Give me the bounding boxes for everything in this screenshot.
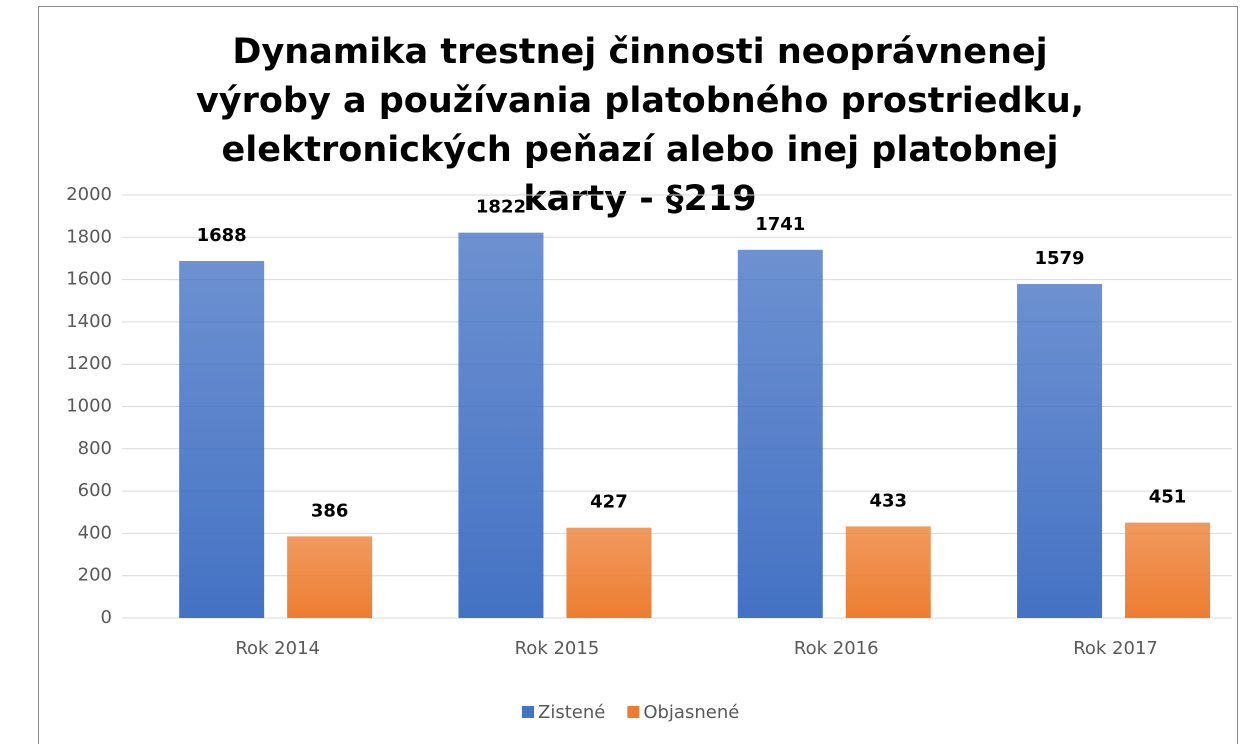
bar [179,260,265,618]
y-tick-label: 1400 [66,311,112,332]
chart-title: Dynamika trestnej činnosti neoprávnenej … [195,32,1085,219]
y-tick-label: 800 [78,438,112,459]
data-label: 451 [1149,487,1187,508]
y-tick-label: 0 [101,607,112,628]
bar [458,232,544,618]
bar [1125,522,1211,618]
y-tick-label: 200 [78,565,112,586]
data-label: 1741 [755,214,805,235]
bar [566,527,652,618]
bar [287,536,373,618]
y-tick-label: 600 [78,480,112,501]
bar [845,526,931,618]
y-tick-label: 1600 [66,269,112,290]
x-tick-label: Rok 2014 [235,638,320,659]
data-label: 386 [311,500,349,521]
legend-label: Zistené [538,702,605,723]
y-tick-label: 2000 [66,184,112,205]
y-tick-label: 1800 [66,226,112,247]
bar [737,249,823,618]
data-label: 1688 [197,225,247,246]
y-tick-label: 1000 [66,396,112,417]
x-tick-label: Rok 2015 [515,638,600,659]
legend-swatch [627,706,640,718]
bar [1017,284,1103,618]
legend-label: Objasnené [643,702,739,723]
chart-frame [38,6,1238,744]
data-label: 433 [869,490,907,511]
x-tick-label: Rok 2016 [794,638,879,659]
legend-swatch [522,706,534,718]
y-tick-label: 400 [78,522,112,543]
y-tick-label: 1200 [66,353,112,374]
data-label: 1579 [1034,248,1084,269]
x-tick-label: Rok 2017 [1073,638,1158,659]
data-label: 1822 [476,197,526,218]
data-label: 427 [590,492,628,513]
